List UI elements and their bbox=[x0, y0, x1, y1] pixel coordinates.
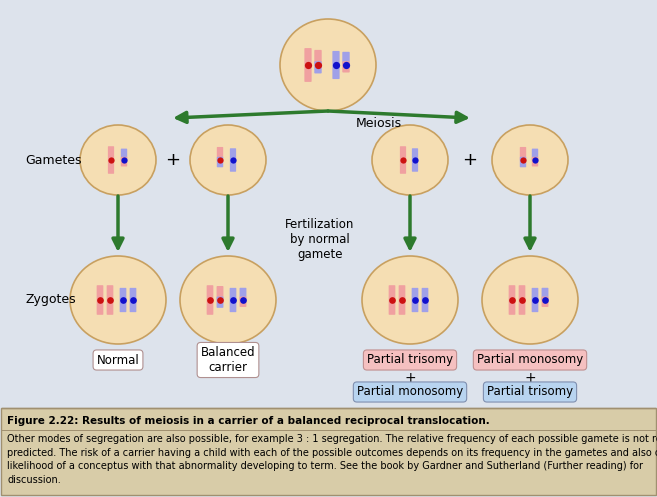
FancyBboxPatch shape bbox=[240, 288, 246, 301]
Text: Zygotes: Zygotes bbox=[25, 294, 76, 307]
Ellipse shape bbox=[80, 125, 156, 195]
FancyBboxPatch shape bbox=[518, 285, 526, 315]
Ellipse shape bbox=[492, 125, 568, 195]
FancyBboxPatch shape bbox=[106, 285, 114, 315]
FancyBboxPatch shape bbox=[532, 157, 538, 166]
Text: +: + bbox=[404, 371, 416, 385]
FancyBboxPatch shape bbox=[520, 157, 526, 167]
Text: Gametes: Gametes bbox=[25, 154, 81, 166]
FancyBboxPatch shape bbox=[541, 297, 549, 307]
FancyBboxPatch shape bbox=[97, 285, 103, 315]
FancyBboxPatch shape bbox=[520, 147, 526, 161]
FancyBboxPatch shape bbox=[240, 297, 246, 307]
FancyBboxPatch shape bbox=[217, 147, 223, 161]
Text: Partial trisomy: Partial trisomy bbox=[487, 386, 573, 399]
FancyBboxPatch shape bbox=[121, 149, 127, 161]
FancyBboxPatch shape bbox=[121, 157, 127, 166]
FancyBboxPatch shape bbox=[1, 408, 656, 495]
Text: Partial trisomy: Partial trisomy bbox=[367, 353, 453, 366]
FancyBboxPatch shape bbox=[399, 285, 405, 315]
Text: Partial monosomy: Partial monosomy bbox=[477, 353, 583, 366]
Text: +: + bbox=[463, 151, 478, 169]
Text: +: + bbox=[524, 371, 536, 385]
Ellipse shape bbox=[280, 19, 376, 111]
Ellipse shape bbox=[190, 125, 266, 195]
FancyBboxPatch shape bbox=[541, 288, 549, 301]
FancyBboxPatch shape bbox=[509, 285, 515, 315]
FancyBboxPatch shape bbox=[422, 288, 428, 312]
Text: Normal: Normal bbox=[97, 353, 139, 366]
Text: Other modes of segregation are also possible, for example 3 : 1 segregation. The: Other modes of segregation are also poss… bbox=[7, 434, 657, 485]
Text: Meiosis: Meiosis bbox=[356, 117, 402, 130]
Ellipse shape bbox=[482, 256, 578, 344]
FancyBboxPatch shape bbox=[314, 61, 322, 74]
FancyBboxPatch shape bbox=[400, 146, 406, 174]
Ellipse shape bbox=[70, 256, 166, 344]
FancyBboxPatch shape bbox=[304, 48, 311, 82]
Text: Figure 2.22: Results of meiosis in a carrier of a balanced reciprocal translocat: Figure 2.22: Results of meiosis in a car… bbox=[7, 416, 489, 426]
Text: Partial monosomy: Partial monosomy bbox=[357, 386, 463, 399]
FancyBboxPatch shape bbox=[412, 288, 419, 312]
FancyBboxPatch shape bbox=[230, 288, 237, 312]
FancyBboxPatch shape bbox=[120, 288, 126, 312]
FancyBboxPatch shape bbox=[129, 288, 137, 312]
FancyBboxPatch shape bbox=[342, 61, 350, 73]
Text: +: + bbox=[166, 151, 181, 169]
FancyBboxPatch shape bbox=[108, 146, 114, 174]
FancyBboxPatch shape bbox=[389, 285, 396, 315]
Ellipse shape bbox=[372, 125, 448, 195]
FancyBboxPatch shape bbox=[207, 285, 214, 315]
FancyBboxPatch shape bbox=[332, 51, 340, 79]
FancyBboxPatch shape bbox=[532, 149, 538, 161]
FancyBboxPatch shape bbox=[532, 288, 538, 312]
Ellipse shape bbox=[180, 256, 276, 344]
Ellipse shape bbox=[362, 256, 458, 344]
FancyBboxPatch shape bbox=[217, 157, 223, 167]
Text: Fertilization
by normal
gamete: Fertilization by normal gamete bbox=[285, 218, 355, 261]
Text: Balanced
carrier: Balanced carrier bbox=[200, 346, 256, 374]
FancyBboxPatch shape bbox=[230, 148, 236, 172]
FancyBboxPatch shape bbox=[342, 52, 350, 66]
FancyBboxPatch shape bbox=[314, 50, 322, 66]
FancyBboxPatch shape bbox=[412, 148, 418, 172]
FancyBboxPatch shape bbox=[217, 297, 223, 308]
FancyBboxPatch shape bbox=[217, 286, 223, 301]
